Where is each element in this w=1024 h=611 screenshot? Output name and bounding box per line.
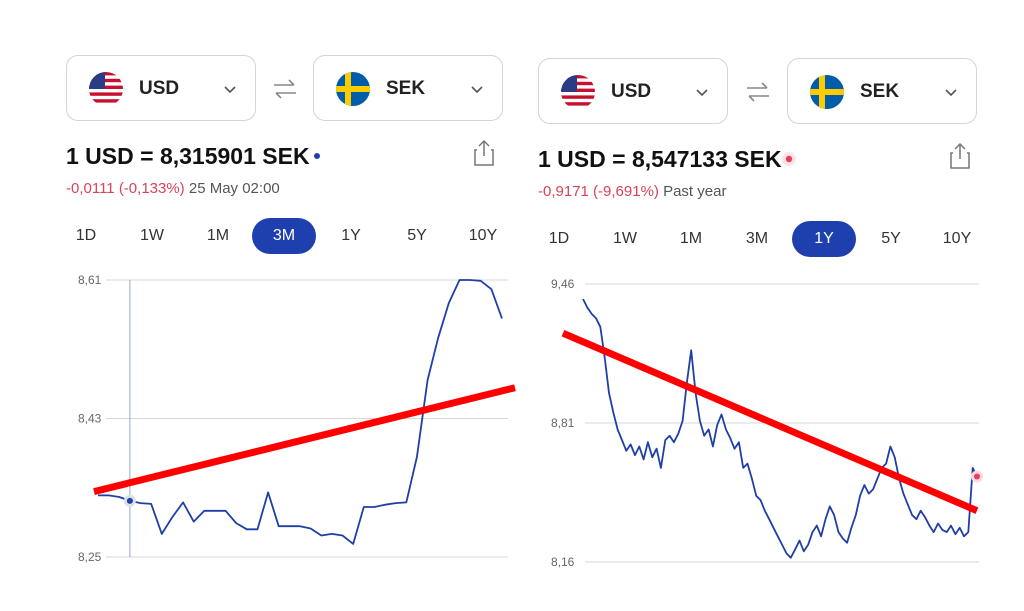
tab-1d[interactable]: 1D: [548, 230, 570, 247]
from-currency-code: USD: [139, 78, 180, 99]
share-icon[interactable]: [472, 139, 496, 167]
y-tick-label: 8,43: [78, 412, 102, 426]
swap-icon[interactable]: [272, 78, 298, 100]
from-currency-code: USD: [611, 81, 652, 102]
latest-point: [974, 473, 980, 480]
sweden-flag-icon: [336, 72, 370, 106]
change-value: -0,9171 (-9,691%): [538, 183, 659, 200]
period-label: Past year: [663, 183, 727, 200]
live-indicator-dot: [782, 152, 796, 166]
tab-3m[interactable]: 3M: [252, 218, 316, 254]
to-currency-code: SEK: [386, 78, 426, 99]
period-label: 25 May 02:00: [188, 180, 280, 197]
y-tick-label: 8,61: [78, 273, 102, 287]
chevron-down-icon: [945, 89, 957, 97]
exchange-rate-title: 1 USD = 8,315901 SEK: [66, 143, 310, 169]
chevron-down-icon: [224, 86, 236, 94]
chevron-down-icon: [471, 86, 483, 94]
tab-1y[interactable]: 1Y: [341, 227, 361, 244]
range-tabs: 1D 1W 1M 3M 1Y 5Y 10Y: [535, 221, 995, 257]
from-currency-select[interactable]: USD: [538, 58, 728, 124]
tab-1y[interactable]: 1Y: [792, 221, 856, 257]
exchange-rate-chart-1y[interactable]: 9,46 8,81 8,16: [545, 270, 995, 580]
us-flag-icon: [561, 75, 595, 109]
tab-1m[interactable]: 1M: [679, 230, 703, 247]
tab-3m[interactable]: 3M: [745, 230, 769, 247]
tab-1m[interactable]: 1M: [206, 227, 230, 244]
tab-1d[interactable]: 1D: [75, 227, 97, 244]
exchange-rate-title: 1 USD = 8,547133 SEK: [538, 146, 782, 172]
share-icon[interactable]: [948, 142, 972, 170]
rate-change: -0,9171 (-9,691%) Past year: [538, 183, 726, 200]
tab-5y[interactable]: 5Y: [881, 230, 901, 247]
hover-point: [126, 497, 133, 504]
to-currency-select[interactable]: SEK: [313, 55, 503, 121]
y-tick-label: 8,16: [551, 555, 575, 569]
trend-line-annotation: [561, 329, 979, 514]
tab-10y[interactable]: 10Y: [942, 230, 972, 247]
from-currency-select[interactable]: USD: [66, 55, 256, 121]
change-value: -0,0111 (-0,133%): [66, 180, 185, 197]
to-currency-code: SEK: [860, 81, 900, 102]
to-currency-select[interactable]: SEK: [787, 58, 977, 124]
rate-change: -0,0111 (-0,133%) 25 May 02:00: [66, 180, 280, 197]
y-tick-label: 8,81: [551, 416, 575, 430]
tab-5y[interactable]: 5Y: [407, 227, 427, 244]
panel-left: USD SEK 1 USD = 8,315901 SEK -0,0111 (-0…: [62, 0, 517, 611]
us-flag-icon: [89, 72, 123, 106]
y-tick-label: 9,46: [551, 277, 575, 291]
tab-10y[interactable]: 10Y: [468, 227, 498, 244]
exchange-rate-chart-3m[interactable]: 8,61 8,43 8,25: [70, 265, 520, 575]
tab-1w[interactable]: 1W: [613, 230, 637, 247]
sweden-flag-icon: [810, 75, 844, 109]
series-line: [98, 279, 503, 545]
y-tick-label: 8,25: [78, 550, 102, 564]
trend-line-annotation: [93, 384, 516, 495]
series-line: [582, 298, 978, 559]
tab-1w[interactable]: 1W: [140, 227, 164, 244]
swap-icon[interactable]: [745, 81, 771, 103]
live-indicator-dot: [314, 153, 320, 159]
panel-right: USD SEK 1 USD = 8,547133 SEK -0,9171 (-9…: [535, 0, 995, 611]
chevron-down-icon: [696, 89, 708, 97]
range-tabs: 1D 1W 1M 3M 1Y 5Y 10Y: [62, 218, 517, 254]
